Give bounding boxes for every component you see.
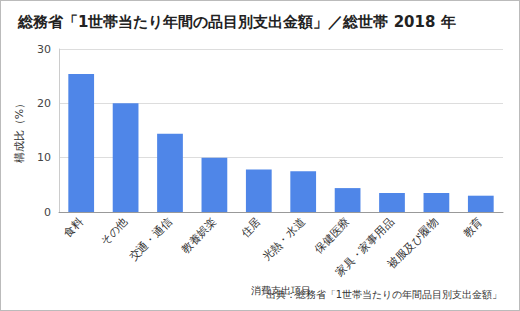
svg-text:教育: 教育 <box>461 215 486 240</box>
svg-text:出典：総務省「1世帯当たりの年間品目別支出金額」: 出典：総務省「1世帯当たりの年間品目別支出金額」 <box>266 289 502 300</box>
svg-text:保健医療: 保健医療 <box>312 215 352 255</box>
svg-text:教養娯楽: 教養娯楽 <box>179 215 219 255</box>
svg-text:10: 10 <box>37 151 51 164</box>
svg-text:総務省「1世帯当たり年間の品目別支出金額」／総世帯 2018: 総務省「1世帯当たり年間の品目別支出金額」／総世帯 2018 年 <box>17 13 456 31</box>
svg-text:0: 0 <box>44 206 51 219</box>
svg-text:食料: 食料 <box>61 215 86 240</box>
svg-text:住居: 住居 <box>239 215 264 240</box>
svg-text:20: 20 <box>37 97 51 110</box>
svg-text:30: 30 <box>37 43 51 56</box>
svg-text:家具・家事用品: 家具・家事用品 <box>333 215 397 279</box>
svg-text:その他: その他 <box>98 215 131 248</box>
svg-text:交通・通信: 交通・通信 <box>127 215 175 263</box>
svg-text:構成比（%）: 構成比（%） <box>13 98 26 163</box>
svg-text:被服及び履物: 被服及び履物 <box>385 215 441 271</box>
svg-text:光熱・水道: 光熱・水道 <box>260 215 308 263</box>
